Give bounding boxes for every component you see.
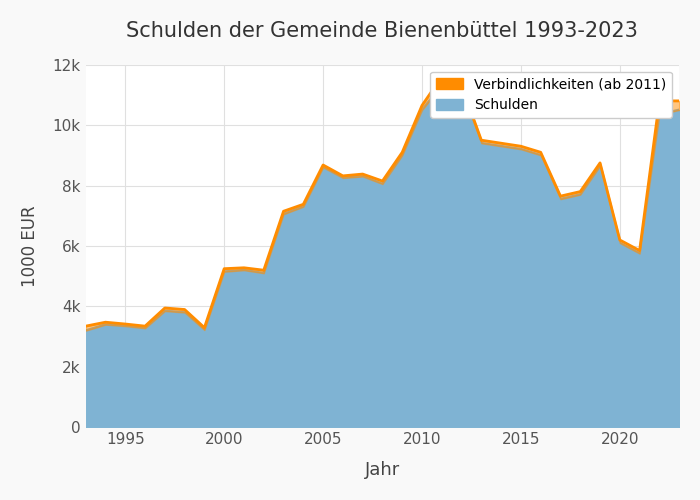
X-axis label: Jahr: Jahr [365, 461, 400, 479]
Y-axis label: 1000 EUR: 1000 EUR [21, 205, 38, 287]
Title: Schulden der Gemeinde Bienenbüttel 1993-2023: Schulden der Gemeinde Bienenbüttel 1993-… [127, 21, 638, 41]
Legend: Verbindlichkeiten (ab 2011), Schulden: Verbindlichkeiten (ab 2011), Schulden [430, 72, 672, 118]
